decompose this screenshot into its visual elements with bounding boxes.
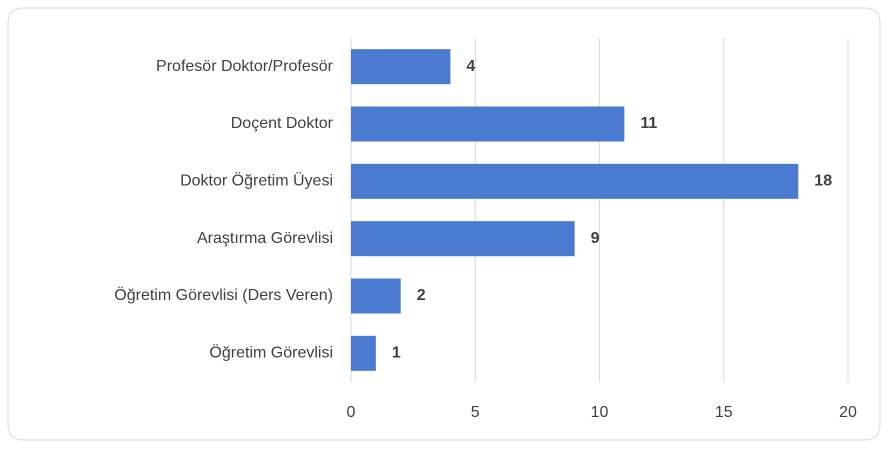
value-label: 9 [591,230,600,247]
x-tick-label: 15 [715,404,733,421]
bar [351,221,575,257]
bar [351,335,376,371]
value-label: 2 [417,287,426,304]
bar [351,106,625,142]
y-tick-label: Profesör Doktor/Profesör [156,58,334,75]
y-tick-label: Doktor Öğretim Üyesi [180,172,333,190]
value-label: 18 [814,173,832,190]
value-label: 4 [466,58,475,75]
bar [351,278,401,314]
y-tick-label: Öğretim Görevlisi [209,344,333,362]
x-tick-label: 10 [591,404,609,421]
y-tick-label: Araştırma Görevlisi [197,230,333,247]
value-label: 11 [640,115,657,132]
value-label: 1 [392,345,401,362]
bar [351,49,451,85]
bar [351,163,799,199]
y-tick-label: Doçent Doktor [231,115,334,132]
x-tick-label: 20 [839,404,857,421]
x-tick-label: 5 [471,404,480,421]
y-tick-label: Öğretim Görevlisi (Ders Veren) [114,286,333,304]
x-tick-label: 0 [347,404,356,421]
